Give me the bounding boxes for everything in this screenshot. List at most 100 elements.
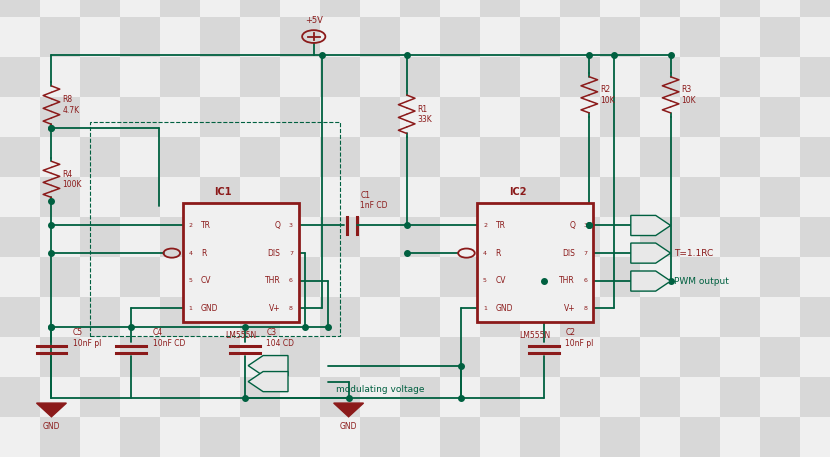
Bar (520, 377, 560, 417)
Bar (680, 57, 720, 97)
Text: 4: 4 (483, 250, 487, 255)
Text: 4: 4 (188, 250, 193, 255)
Bar (560, 217, 600, 257)
Bar (280, 57, 320, 97)
Bar (40, 257, 80, 297)
Bar (120, 137, 160, 177)
Bar (400, 57, 440, 97)
Bar (520, 417, 560, 457)
Bar (640, 137, 680, 177)
Bar (680, 0, 720, 17)
Bar (480, 417, 520, 457)
Bar (40, 97, 80, 137)
Bar (240, 57, 280, 97)
Bar (680, 137, 720, 177)
Bar (440, 97, 480, 137)
Bar (0, 17, 40, 57)
Bar (720, 137, 760, 177)
Bar (160, 57, 200, 97)
Bar (720, 57, 760, 97)
Bar (680, 97, 720, 137)
Text: C4
10nF CD: C4 10nF CD (153, 329, 185, 348)
Bar (400, 177, 440, 217)
Bar (680, 337, 720, 377)
Bar (0, 217, 40, 257)
Text: 8: 8 (583, 306, 588, 311)
Bar (360, 217, 400, 257)
Text: R1
33K: R1 33K (417, 105, 432, 124)
Bar (600, 297, 640, 337)
Bar (120, 377, 160, 417)
Bar (800, 217, 830, 257)
Bar (560, 177, 600, 217)
Text: Q: Q (275, 221, 281, 230)
Bar (80, 57, 120, 97)
Bar (760, 297, 800, 337)
Text: R2
10K: R2 10K (600, 85, 615, 105)
Bar (760, 377, 800, 417)
Text: CV: CV (496, 276, 506, 285)
Text: V+: V+ (564, 304, 575, 313)
Bar (360, 337, 400, 377)
Bar (80, 257, 120, 297)
Bar (600, 217, 640, 257)
Text: R: R (496, 249, 500, 258)
Bar (0, 177, 40, 217)
Bar (560, 377, 600, 417)
Text: TR: TR (201, 221, 211, 230)
Bar (320, 217, 360, 257)
Bar (280, 217, 320, 257)
Bar (320, 177, 360, 217)
Text: C1
1nF CD: C1 1nF CD (360, 191, 388, 210)
Bar (560, 417, 600, 457)
Bar (280, 0, 320, 17)
Bar (760, 217, 800, 257)
Bar (360, 0, 400, 17)
Bar (640, 97, 680, 137)
Text: PWM output: PWM output (674, 276, 729, 286)
Bar (560, 137, 600, 177)
Text: LM555N: LM555N (225, 331, 256, 340)
Text: LM555N: LM555N (520, 331, 551, 340)
Bar (280, 337, 320, 377)
Bar (560, 17, 600, 57)
Bar (240, 17, 280, 57)
Text: DIS: DIS (267, 249, 281, 258)
Bar (200, 177, 240, 217)
Bar (320, 57, 360, 97)
Bar (280, 417, 320, 457)
Text: V+: V+ (269, 304, 281, 313)
Bar (760, 417, 800, 457)
Bar (240, 0, 280, 17)
Text: IC2: IC2 (509, 187, 527, 197)
Bar (400, 97, 440, 137)
Bar (200, 17, 240, 57)
Text: IC1: IC1 (214, 187, 232, 197)
Text: THR: THR (559, 276, 575, 285)
Text: 5: 5 (188, 278, 193, 283)
Bar (40, 57, 80, 97)
Bar (640, 297, 680, 337)
Bar (680, 297, 720, 337)
Bar (240, 97, 280, 137)
Bar (200, 377, 240, 417)
Bar (160, 217, 200, 257)
Bar (680, 257, 720, 297)
Bar (240, 337, 280, 377)
Bar (560, 97, 600, 137)
Bar (400, 377, 440, 417)
Bar (440, 217, 480, 257)
Bar (520, 217, 560, 257)
Text: R8
4.7K: R8 4.7K (62, 96, 80, 115)
Bar (0, 137, 40, 177)
Bar (240, 257, 280, 297)
Bar (40, 217, 80, 257)
Bar (720, 177, 760, 217)
Bar (120, 97, 160, 137)
Bar (0, 257, 40, 297)
Bar (477, 203, 593, 322)
Bar (480, 137, 520, 177)
Text: THR: THR (265, 276, 281, 285)
Bar (160, 97, 200, 137)
Bar (40, 337, 80, 377)
